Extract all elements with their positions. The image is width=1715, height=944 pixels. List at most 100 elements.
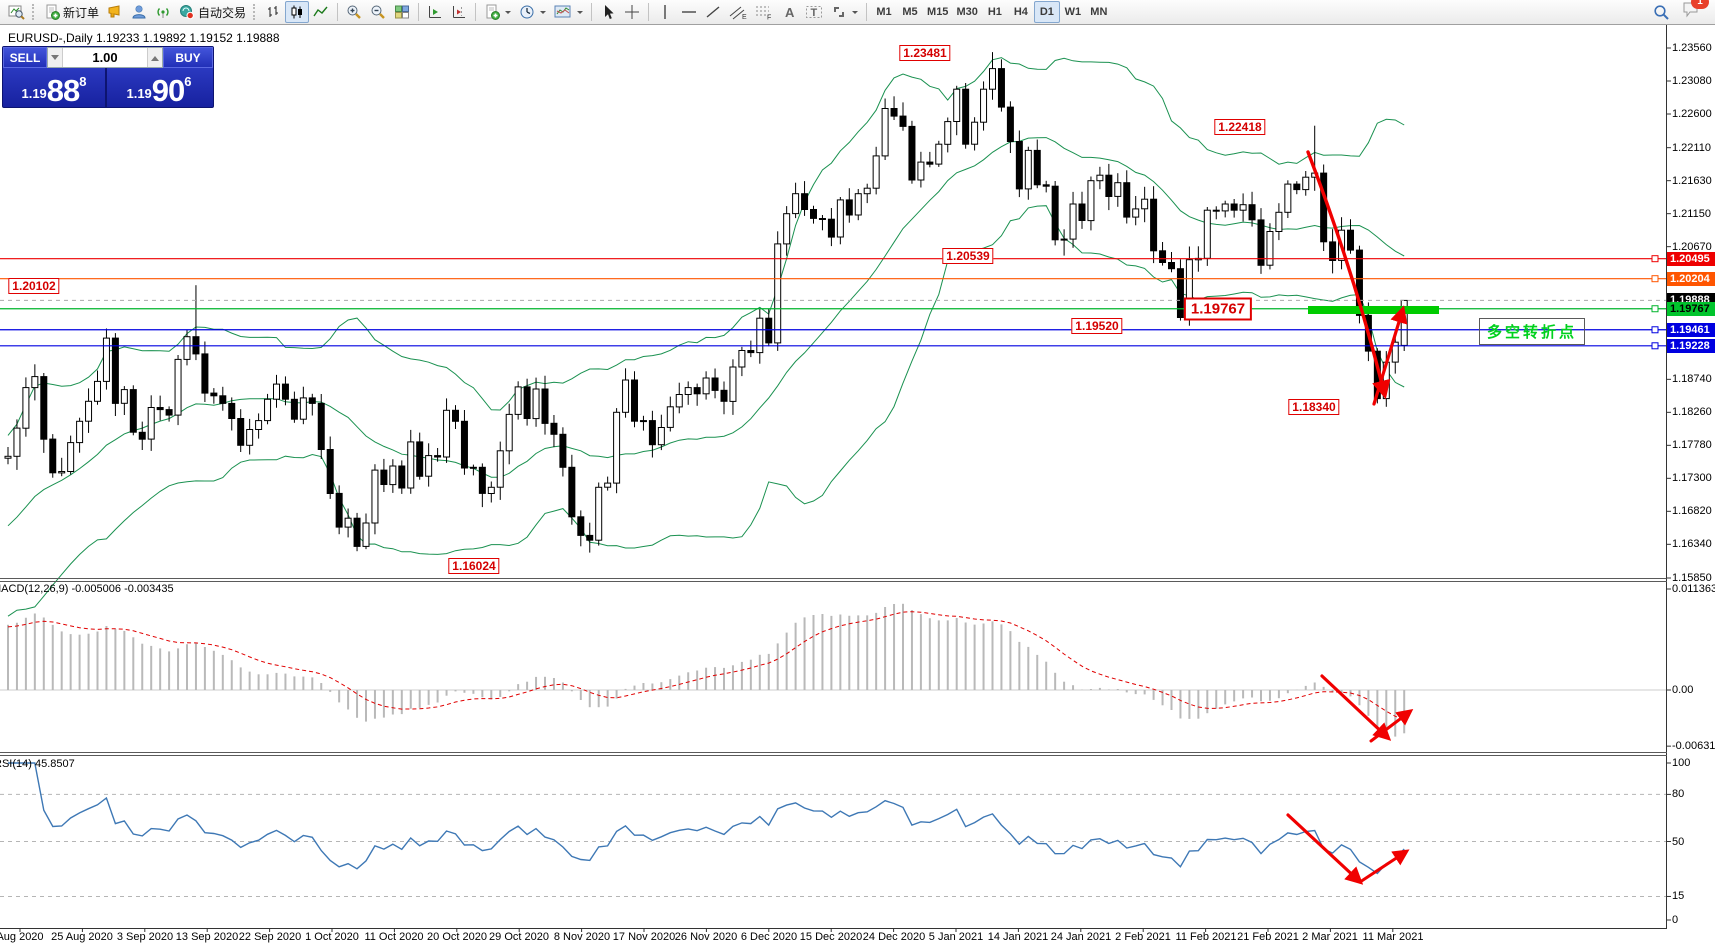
hline-anchor[interactable]: [1651, 305, 1659, 313]
search-button[interactable]: [1649, 1, 1674, 23]
tile-windows-button[interactable]: [390, 1, 414, 23]
volume-value[interactable]: 1.00: [92, 50, 118, 65]
price-annotation-1.23481[interactable]: 1.23481: [899, 45, 951, 61]
toolbar-separator: [866, 3, 868, 21]
timeframe-M1[interactable]: M1: [871, 1, 897, 23]
drawn-arrow-6[interactable]: [1358, 849, 1410, 884]
time-label: 14 Jan 2021: [987, 931, 1049, 943]
toolbar-handle: [253, 4, 258, 20]
drawn-arrow-5[interactable]: [1286, 813, 1364, 885]
timeframe-D1[interactable]: D1: [1033, 1, 1060, 23]
price-tick: 1.17780: [1672, 439, 1712, 452]
arrows-button[interactable]: [827, 1, 862, 23]
periods-button[interactable]: [515, 1, 550, 23]
fibonacci-icon: F: [756, 6, 771, 20]
price-annotation-1.18340[interactable]: 1.18340: [1288, 399, 1340, 415]
drawn-arrow-2[interactable]: [1372, 305, 1408, 406]
timeframe-H1[interactable]: H1: [982, 1, 1008, 23]
new-order-button[interactable]: 新订单: [40, 1, 103, 23]
horizontal-line-button[interactable]: [677, 1, 701, 23]
price-annotation-1.16024[interactable]: 1.16024: [448, 558, 500, 574]
cursor-button[interactable]: [596, 1, 620, 23]
new-chart-button[interactable]: [480, 1, 515, 23]
svg-text:E: E: [742, 14, 747, 20]
green-highlight-bar[interactable]: [1308, 306, 1439, 314]
price-annotation-1.20539[interactable]: 1.20539: [942, 248, 994, 264]
hline-anchor[interactable]: [1651, 326, 1659, 334]
price-annotation-1.22418[interactable]: 1.22418: [1214, 119, 1266, 135]
price-annotation-1.20102[interactable]: 1.20102: [8, 278, 60, 294]
toolbar-right: 1: [1649, 0, 1711, 23]
notifications[interactable]: 1: [1682, 0, 1709, 23]
timeframe-MN[interactable]: MN: [1086, 1, 1112, 23]
time-axis-border: [0, 928, 1667, 929]
signal-button[interactable]: [151, 1, 175, 23]
timeframe-M15[interactable]: M15: [923, 1, 952, 23]
buy-price[interactable]: 1.19 90 6: [107, 68, 211, 107]
drawn-arrow-1[interactable]: [1306, 150, 1391, 400]
timeframe-M30[interactable]: M30: [952, 1, 981, 23]
alerts-button[interactable]: [103, 1, 127, 23]
auto-scroll-button[interactable]: [423, 1, 447, 23]
trendline-button[interactable]: [701, 1, 725, 23]
text-label-button[interactable]: T: [801, 1, 827, 23]
toolbar-separator: [475, 3, 477, 21]
drawn-arrow-3[interactable]: [1320, 674, 1392, 741]
zoom-in-icon: [347, 5, 361, 19]
zoom-in-button[interactable]: [342, 1, 366, 23]
timeframe-H4[interactable]: H4: [1008, 1, 1034, 23]
text-label-icon: T: [806, 6, 823, 19]
pane-separator[interactable]: [0, 755, 1667, 756]
line-chart-button[interactable]: [309, 1, 333, 23]
price-tick: 1.23560: [1672, 42, 1712, 54]
timeframe-M5[interactable]: M5: [897, 1, 923, 23]
timeframe-W1[interactable]: W1: [1060, 1, 1086, 23]
pane-separator[interactable]: [0, 581, 1667, 582]
bollinger-upper: [7, 57, 1405, 436]
volume-increase-button[interactable]: [147, 48, 162, 67]
text-button[interactable]: A: [777, 1, 801, 23]
hline-anchor[interactable]: [1651, 275, 1659, 283]
pane-separator[interactable]: [0, 752, 1667, 753]
price-tick: 1.22600: [1672, 107, 1712, 120]
chart-preview-button[interactable]: [4, 1, 29, 23]
trendline-icon: [706, 6, 720, 18]
candlestick-chart-icon: [291, 5, 303, 19]
drawn-arrow-4[interactable]: [1369, 709, 1414, 743]
price-annotation-1.19767[interactable]: 1.19767: [1183, 297, 1253, 321]
hline-anchor[interactable]: [1651, 255, 1659, 263]
channel-button[interactable]: E: [725, 1, 751, 23]
auto-trading-label: 自动交易: [198, 5, 247, 20]
price-tick: 1.23080: [1672, 74, 1712, 87]
sell-button[interactable]: SELL: [3, 47, 47, 68]
price-tick: 1.16340: [1672, 538, 1712, 551]
toolbar-separator: [648, 3, 650, 21]
fibonacci-button[interactable]: F: [751, 1, 777, 23]
time-label: 29 Oct 2020: [489, 931, 549, 943]
time-label: 25 Aug 2020: [51, 931, 113, 943]
zoom-out-button[interactable]: [366, 1, 390, 23]
note-box[interactable]: 多空转折点: [1479, 318, 1586, 345]
price-annotation-1.19520[interactable]: 1.19520: [1071, 318, 1123, 334]
price-tick: 1.15850: [1672, 572, 1712, 584]
templates-button[interactable]: [550, 1, 587, 23]
bar-chart-button[interactable]: [261, 1, 285, 23]
profile-button[interactable]: [127, 1, 151, 23]
vertical-line-button[interactable]: [653, 1, 677, 23]
auto-scroll-icon: [429, 6, 442, 18]
line-chart-icon: [313, 6, 328, 17]
time-label: 2 Feb 2021: [1115, 931, 1171, 943]
auto-trading-button[interactable]: 自动交易: [175, 1, 250, 23]
chart-shift-button[interactable]: [447, 1, 471, 23]
template-icon: [554, 5, 571, 18]
pane-separator[interactable]: [0, 578, 1667, 579]
time-label: 2 Mar 2021: [1302, 931, 1358, 943]
candlestick-chart-button[interactable]: [285, 1, 310, 23]
hline-anchor[interactable]: [1651, 342, 1659, 350]
buy-button[interactable]: BUY: [163, 47, 213, 68]
crosshair-button[interactable]: [620, 1, 644, 23]
bollinger-middle: [7, 137, 1405, 527]
sell-price[interactable]: 1.19 88 8: [3, 68, 107, 107]
rsi-tick: 100: [1672, 757, 1691, 769]
volume-decrease-button[interactable]: [48, 48, 63, 67]
